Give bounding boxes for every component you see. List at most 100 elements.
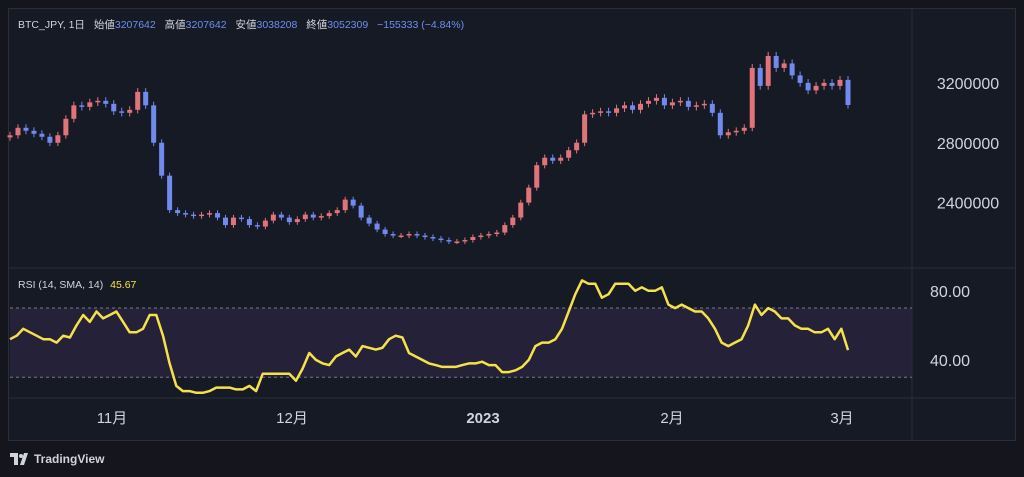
candle-body: [143, 91, 149, 106]
candle-body: [446, 240, 452, 242]
candle-body: [246, 219, 252, 226]
candle-body: [294, 219, 300, 223]
candle-body: [382, 229, 388, 235]
candle-body: [566, 150, 572, 158]
low-value: 3038208: [256, 19, 298, 31]
symbol-label[interactable]: BTC_JPY: [18, 19, 63, 31]
candle-body: [390, 234, 396, 236]
tradingview-logo[interactable]: TradingView: [10, 452, 104, 466]
candle-body: [502, 225, 508, 233]
ohlc-legend: BTC_JPY, 1日 始値3207642 高値3207642 安値303820…: [18, 19, 465, 31]
candle-body: [805, 82, 811, 91]
candle-body: [7, 135, 13, 138]
brand-name: TradingView: [34, 452, 105, 466]
candle-body: [717, 112, 723, 136]
rsi-band: [10, 308, 912, 378]
candle-body: [845, 79, 851, 105]
time-tick-label: 3月: [830, 410, 853, 427]
candle-body: [334, 210, 340, 214]
price-tick-label: 2800000: [937, 136, 999, 153]
rsi-tick-label: 40.00: [930, 353, 970, 370]
candle-body: [829, 82, 835, 86]
rsi-line: [9, 279, 850, 395]
candle-body: [238, 217, 244, 220]
candle-body: [71, 105, 77, 119]
candle-body: [470, 237, 476, 241]
high-value: 3207642: [185, 19, 227, 31]
candle-body: [693, 105, 699, 107]
candle-body: [103, 100, 109, 104]
candle-body: [406, 234, 412, 236]
candle-body: [270, 214, 276, 221]
candle-body: [510, 217, 516, 226]
candle-body: [669, 102, 675, 106]
candle-body: [47, 136, 53, 143]
rsi-tick-label: 80.00: [930, 284, 970, 301]
high-label: 高値: [164, 19, 186, 31]
candle-body: [39, 133, 45, 137]
interval-label[interactable]: 1日: [68, 19, 85, 31]
candle-body: [757, 67, 763, 86]
rsi-label[interactable]: RSI (14, SMA, 14): [18, 279, 104, 291]
candle-body: [398, 235, 404, 238]
candle-body: [550, 157, 556, 161]
candle-body: [478, 235, 484, 238]
candle-body: [462, 240, 468, 242]
candle-body: [622, 105, 628, 109]
tradingview-icon: [10, 453, 28, 465]
candle-body: [661, 97, 667, 106]
candle-body: [87, 102, 93, 107]
close-label: 終値: [306, 19, 328, 31]
candle-body: [222, 217, 228, 226]
candle-body: [318, 216, 324, 218]
candle-body: [534, 165, 540, 188]
candle-body: [741, 127, 747, 131]
time-tick-label: 2月: [660, 410, 683, 427]
candle-body: [637, 103, 643, 110]
candle-body: [175, 210, 181, 214]
candle-body: [574, 142, 580, 151]
candle-body: [79, 105, 85, 107]
candle-body: [614, 108, 620, 113]
candle-body: [111, 103, 117, 112]
candle-body: [207, 213, 213, 215]
candle-body: [653, 97, 659, 101]
candle-body: [773, 55, 779, 68]
candle-body: [789, 63, 795, 76]
close-value: 3052309: [327, 19, 369, 31]
candle-body: [342, 199, 348, 211]
candle-body: [286, 217, 292, 223]
candle-body: [590, 112, 596, 115]
candle-body: [725, 132, 731, 136]
candle-body: [765, 55, 771, 86]
candle-body: [645, 100, 651, 104]
candle-body: [374, 223, 380, 230]
candle-body: [167, 175, 173, 211]
rsi-legend: RSI (14, SMA, 14) 45.67: [18, 279, 136, 291]
candle-body: [598, 111, 604, 113]
candle-body: [414, 234, 420, 236]
candle-body: [31, 130, 37, 134]
candle-body: [837, 79, 843, 86]
time-tick-label: 11月: [97, 410, 128, 427]
candle-body: [151, 105, 157, 143]
candle-body: [95, 100, 101, 103]
candle-body: [582, 114, 588, 143]
candle-body: [797, 75, 803, 83]
candle-body: [606, 111, 612, 113]
candle-body: [254, 225, 260, 227]
candle-body: [366, 217, 372, 224]
candle-body: [191, 214, 197, 217]
candle-body: [15, 127, 21, 136]
candle-body: [278, 214, 284, 218]
candle-body: [430, 237, 436, 239]
candle-body: [119, 111, 125, 113]
rsi-value: 45.67: [110, 279, 137, 291]
candle-body: [55, 135, 61, 143]
candle-body: [310, 214, 316, 218]
candle-body: [159, 142, 165, 176]
candle-body: [558, 157, 564, 161]
candle-body: [422, 235, 428, 238]
change-value: −155333 (−4.84%): [377, 19, 465, 31]
